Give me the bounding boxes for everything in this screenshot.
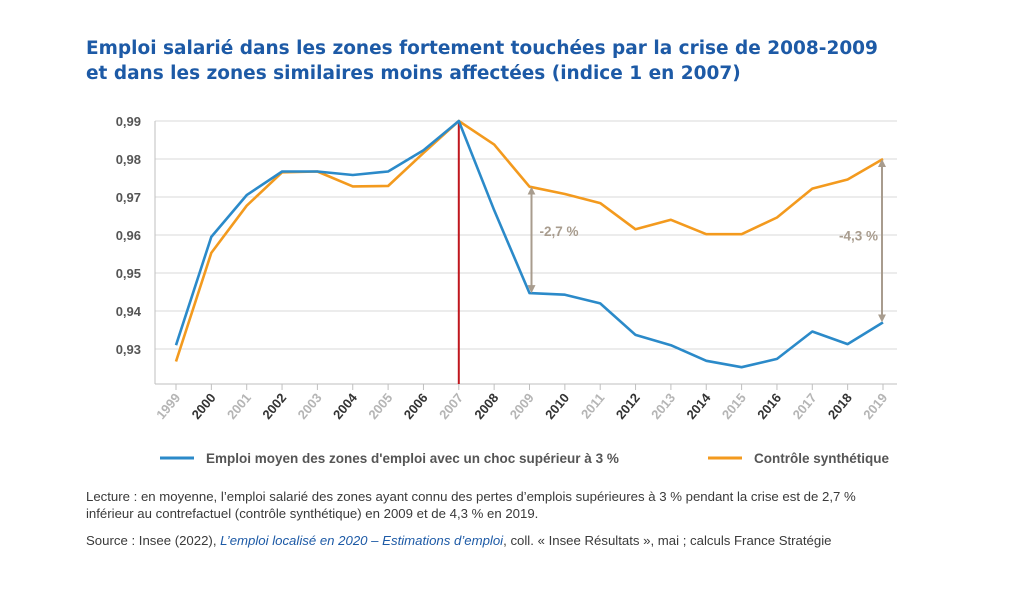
reading-note-line-2: inférieur au contrefactuel (contrôle syn… <box>86 506 539 521</box>
x-tick-label: 2010 <box>542 390 572 422</box>
gap-label: -4,3 % <box>839 229 878 244</box>
x-tick-label: 2014 <box>683 390 714 422</box>
y-tick-label: 0,93 <box>116 342 141 357</box>
x-tick-label: 1999 <box>153 390 183 422</box>
x-tick-label: 2016 <box>754 390 784 422</box>
series-line-controle <box>174 119 884 362</box>
x-tick-label: 2000 <box>189 390 219 422</box>
y-tick-label: 0,99 <box>116 114 141 129</box>
gridlines <box>155 120 897 350</box>
x-tick-label: 2017 <box>790 390 820 422</box>
legend-label: Emploi moyen des zones d'emploi avec un … <box>206 451 619 466</box>
y-tick-label: 0,96 <box>116 228 141 243</box>
legend: Emploi moyen des zones d'emploi avec un … <box>160 451 889 466</box>
x-tick-label: 2009 <box>507 390 537 422</box>
reading-note-line-1: Lecture : en moyenne, l’emploi salarié d… <box>86 489 856 504</box>
chart-title-line-1: Emploi salarié dans les zones fortement … <box>86 38 878 59</box>
annotations: -2,7 % -4,3 % <box>527 159 886 323</box>
chart-title: Emploi salarié dans les zones fortement … <box>86 36 986 86</box>
chart-title-line-2: et dans les zones similaires moins affec… <box>86 63 741 84</box>
x-tick-label: 2005 <box>365 390 395 422</box>
x-tick-label: 2015 <box>719 390 749 422</box>
reading-note: Lecture : en moyenne, l’emploi salarié d… <box>86 488 986 522</box>
x-tick-label: 2002 <box>259 390 289 422</box>
y-tick-label: 0,98 <box>116 152 141 167</box>
x-tick-label: 2008 <box>471 390 501 422</box>
x-axis: 1999 2000 2001 2002 2003 2004 2005 2006 2007 2008… <box>153 383 897 422</box>
source-suffix: , coll. « Insee Résultats », mai ; calcu… <box>503 533 832 548</box>
y-axis: 0,99 0,98 0,97 0,96 0,95 0,94 0,93 <box>116 114 156 384</box>
series-line-choc <box>174 119 884 369</box>
x-tick-label: 2018 <box>825 390 855 422</box>
x-tick-label: 2003 <box>295 390 325 422</box>
x-tick-label: 2007 <box>436 390 466 422</box>
x-tick-label: 2019 <box>860 390 890 422</box>
legend-label: Contrôle synthétique <box>754 451 889 466</box>
x-tick-label: 2013 <box>648 390 678 422</box>
x-tick-label: 2012 <box>613 390 643 422</box>
source-title: L’emploi localisé en 2020 – Estimations … <box>220 533 504 548</box>
x-tick-label: 2011 <box>578 390 608 421</box>
source-note: Source : Insee (2022), L’emploi localisé… <box>86 532 986 549</box>
x-tick-label: 2001 <box>224 390 254 422</box>
x-tick-label: 2006 <box>401 390 431 422</box>
gap-label: -2,7 % <box>540 224 579 239</box>
y-tick-label: 0,94 <box>116 304 142 319</box>
x-tick-label: 2004 <box>330 390 361 422</box>
series-lines <box>174 119 884 384</box>
source-prefix: Source : Insee (2022), <box>86 533 221 548</box>
y-tick-label: 0,97 <box>116 190 141 205</box>
y-tick-label: 0,95 <box>116 266 141 281</box>
